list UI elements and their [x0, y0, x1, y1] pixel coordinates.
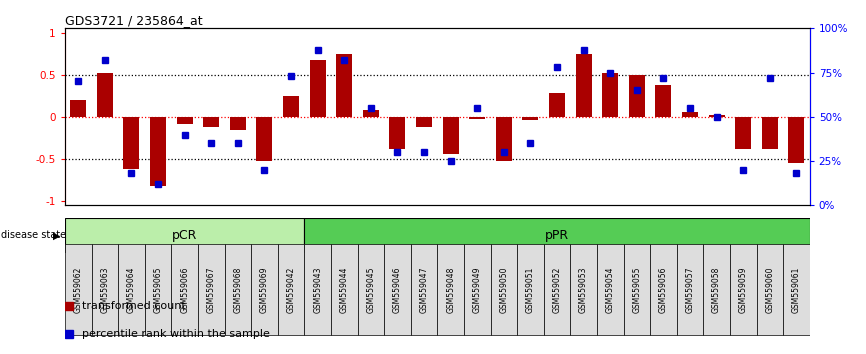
Text: GSM559050: GSM559050 [500, 266, 508, 313]
Text: GSM559053: GSM559053 [579, 266, 588, 313]
Bar [229, 117, 246, 130]
Bar [788, 117, 805, 163]
Text: GSM559047: GSM559047 [419, 266, 429, 313]
Bar [358, 244, 385, 335]
Bar [757, 244, 783, 335]
Bar [496, 117, 512, 161]
Bar [336, 53, 352, 117]
Text: disease state: disease state [1, 230, 66, 240]
Text: GSM559067: GSM559067 [207, 266, 216, 313]
Text: ▶: ▶ [53, 230, 61, 240]
Bar [624, 244, 650, 335]
Bar [177, 117, 192, 124]
Bar [571, 244, 597, 335]
Bar [522, 117, 539, 120]
Bar [198, 244, 224, 335]
Bar [171, 244, 198, 335]
Bar [363, 110, 378, 117]
Bar [70, 100, 87, 117]
Bar [735, 117, 751, 149]
Text: GSM559049: GSM559049 [473, 266, 481, 313]
Text: GSM559044: GSM559044 [339, 266, 349, 313]
Bar [629, 75, 645, 117]
Bar [549, 93, 565, 117]
Bar [730, 244, 757, 335]
Bar [97, 73, 113, 117]
Bar [124, 117, 139, 169]
Bar [410, 244, 437, 335]
Bar [597, 244, 624, 335]
Bar [708, 115, 725, 117]
Bar [331, 244, 358, 335]
Text: GDS3721 / 235864_at: GDS3721 / 235864_at [65, 14, 203, 27]
Text: GSM559068: GSM559068 [233, 266, 242, 313]
Bar [703, 244, 730, 335]
Text: GSM559042: GSM559042 [287, 266, 295, 313]
Text: GSM559043: GSM559043 [313, 266, 322, 313]
Bar [390, 117, 405, 149]
Text: GSM559045: GSM559045 [366, 266, 375, 313]
Text: GSM559056: GSM559056 [659, 266, 668, 313]
Bar [304, 244, 331, 335]
Text: pPR: pPR [545, 229, 569, 242]
Bar [469, 117, 485, 119]
Bar [304, 218, 810, 253]
Bar [65, 218, 304, 253]
Text: GSM559054: GSM559054 [605, 266, 615, 313]
Bar [118, 244, 145, 335]
Bar [92, 244, 118, 335]
Bar [256, 117, 273, 161]
Bar [443, 117, 459, 154]
Text: GSM559064: GSM559064 [127, 266, 136, 313]
Bar [145, 244, 171, 335]
Text: GSM559055: GSM559055 [632, 266, 642, 313]
Bar [385, 244, 410, 335]
Text: GSM559063: GSM559063 [100, 266, 109, 313]
Bar [283, 96, 299, 117]
Text: GSM559059: GSM559059 [739, 266, 747, 313]
Bar [204, 117, 219, 127]
Bar [517, 244, 544, 335]
Text: GSM559065: GSM559065 [153, 266, 163, 313]
Bar [65, 244, 92, 335]
Text: GSM559051: GSM559051 [526, 266, 535, 313]
Bar [416, 117, 432, 127]
Bar [576, 53, 591, 117]
Bar [310, 59, 326, 117]
Bar [251, 244, 278, 335]
Bar [490, 244, 517, 335]
Bar [676, 244, 703, 335]
Text: GSM559062: GSM559062 [74, 266, 83, 313]
Bar [762, 117, 778, 149]
Bar [682, 112, 698, 117]
Text: GSM559069: GSM559069 [260, 266, 269, 313]
Bar [656, 85, 671, 117]
Text: GSM559046: GSM559046 [393, 266, 402, 313]
Bar [278, 244, 304, 335]
Text: GSM559061: GSM559061 [792, 266, 801, 313]
Text: percentile rank within the sample: percentile rank within the sample [81, 329, 269, 339]
Text: pCR: pCR [172, 229, 197, 242]
Text: GSM559066: GSM559066 [180, 266, 189, 313]
Bar [650, 244, 676, 335]
Bar [150, 117, 166, 186]
Text: transformed count: transformed count [81, 301, 185, 312]
Text: GSM559058: GSM559058 [712, 266, 721, 313]
Bar [437, 244, 464, 335]
Text: GSM559057: GSM559057 [686, 266, 695, 313]
Bar [544, 244, 571, 335]
Text: GSM559048: GSM559048 [446, 266, 456, 313]
Bar [783, 244, 810, 335]
Text: GSM559060: GSM559060 [766, 266, 774, 313]
Text: GSM559052: GSM559052 [553, 266, 561, 313]
Bar [464, 244, 490, 335]
Bar [602, 73, 618, 117]
Bar [224, 244, 251, 335]
